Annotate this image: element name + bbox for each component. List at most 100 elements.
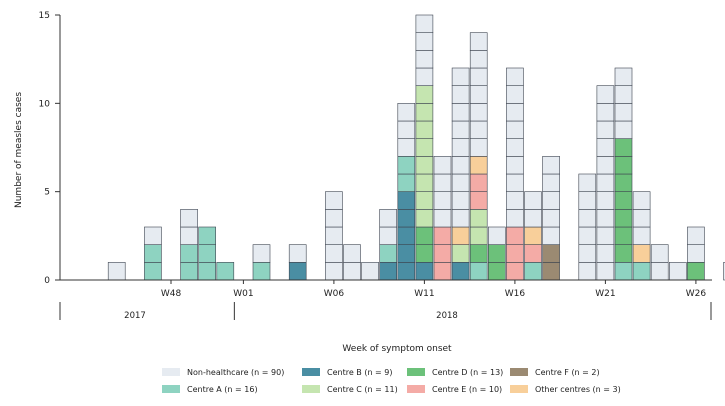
legend-item-centre-a: Centre A (n = 16) [162,383,258,395]
case-cell [668,262,687,281]
case-cell [578,262,597,281]
case-cell [451,191,470,210]
case-cell [451,262,470,281]
case-cell [469,67,488,86]
case-cell [469,138,488,157]
case-cell [578,209,597,228]
case-cell [415,262,434,281]
case-cell [650,262,669,281]
case-cell [614,209,633,228]
legend-swatch [302,385,320,393]
x-tick-label: W21 [595,289,615,299]
case-cell [596,226,615,245]
case-cell [524,226,542,245]
case-cell [415,50,434,69]
legend-item-centre-e: Centre E (n = 10) [407,383,502,395]
case-cell [379,244,398,263]
case-cell [542,262,560,281]
case-cell [506,262,524,281]
case-cell [487,262,506,281]
case-cell [415,244,434,263]
case-cell [723,262,725,281]
case-cell [288,244,307,263]
legend-label: Centre C (n = 11) [327,384,398,394]
case-cell [614,85,633,104]
legend-item-centre-d: Centre D (n = 13) [407,366,503,378]
bar-stack-layer [107,14,725,281]
case-cell [506,103,524,122]
case-cell [397,262,416,281]
case-cell [524,244,542,263]
case-cell [325,209,343,228]
case-cell [433,173,452,192]
case-cell [542,244,560,263]
x-tick-label: W06 [324,289,345,299]
case-cell [469,226,488,245]
case-cell [632,244,651,263]
case-cell [433,209,452,228]
legend-swatch [510,368,528,376]
case-cell [397,138,416,157]
case-cell [506,209,524,228]
case-cell [397,191,416,210]
case-cell [614,173,633,192]
case-cell [415,209,434,228]
case-cell [596,103,615,122]
x-tick-label: W16 [505,289,526,299]
case-cell [180,244,198,263]
case-cell [469,103,488,122]
year-label: 2018 [436,311,458,321]
case-cell [487,244,506,263]
case-cell [433,191,452,210]
case-cell [325,244,343,263]
case-cell [180,226,198,245]
y-tick-layer: 0 5 10 15 [39,11,60,286]
case-cell [596,138,615,157]
legend-label: Other centres (n = 3) [535,384,621,394]
case-cell [415,103,434,122]
case-cell [144,226,162,245]
legend-label: Centre B (n = 9) [327,367,393,377]
case-cell [325,191,343,210]
case-cell [596,85,615,104]
legend-label: Centre A (n = 16) [187,384,258,394]
case-cell [415,14,434,33]
case-cell [415,85,434,104]
case-cell [524,209,542,228]
case-cell [144,262,162,281]
case-cell [614,156,633,175]
case-cell [506,156,524,175]
case-cell [397,209,416,228]
case-cell [451,209,470,228]
case-cell [433,244,452,263]
case-cell [451,173,470,192]
case-cell [469,120,488,139]
x-tick-label: W26 [686,289,707,299]
case-cell [614,120,633,139]
case-cell [687,244,705,263]
case-cell [198,226,216,245]
case-cell [379,209,398,228]
case-cell [578,244,597,263]
case-cell [451,156,470,175]
case-cell [687,226,705,245]
case-cell [687,262,705,281]
case-cell [542,209,560,228]
case-cell [524,262,542,281]
case-cell [506,85,524,104]
legend-item-centre-b: Centre B (n = 9) [302,366,393,378]
case-cell [397,244,416,263]
legend: Non-healthcare (n = 90) Centre B (n = 9)… [162,366,722,404]
case-cell [632,209,651,228]
case-cell [506,120,524,139]
legend-swatch [407,385,425,393]
legend-swatch [407,368,425,376]
case-cell [614,244,633,263]
case-cell [596,209,615,228]
case-cell [469,191,488,210]
case-cell [469,262,488,281]
x-tick-label: W48 [161,289,182,299]
case-cell [415,32,434,51]
case-cell [506,244,524,263]
case-cell [614,262,633,281]
